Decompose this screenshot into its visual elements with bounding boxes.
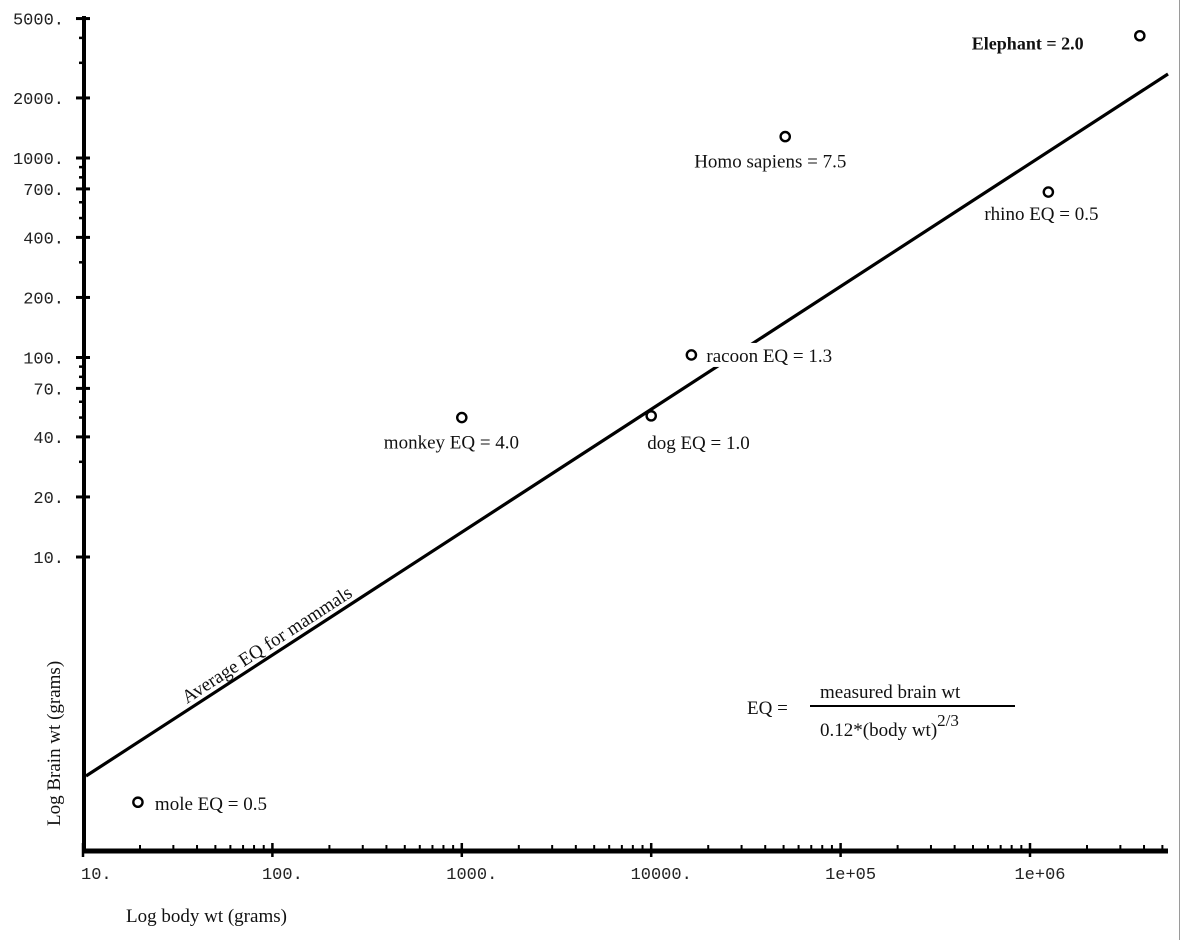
data-point-dog: dog EQ = 1.0 xyxy=(645,410,750,454)
x-tick-label: 1e+06 xyxy=(1014,866,1065,885)
x-tick-label: 1e+05 xyxy=(825,866,876,885)
open-circle-marker-icon xyxy=(645,410,658,422)
image-edge-border xyxy=(1179,0,1180,940)
data-point-label: Elephant = 2.0 xyxy=(972,34,1084,54)
data-point-label: dog EQ = 1.0 xyxy=(647,433,750,454)
open-circle-marker-icon xyxy=(1134,29,1146,42)
reference-line-label: Average EQ for mammals xyxy=(178,582,356,708)
y-tick-label: 20. xyxy=(33,490,64,509)
y-tick-label: 100. xyxy=(23,351,64,370)
data-points: mole EQ = 0.5 monkey EQ = 4.0 dog EQ = 1.0… xyxy=(132,29,1146,815)
data-point-elephant: Elephant = 2.0 xyxy=(972,29,1146,54)
y-tick-label: 400. xyxy=(23,230,64,249)
open-circle-marker-icon xyxy=(685,349,698,361)
average-eq-line xyxy=(85,72,1169,778)
y-tick-label: 10. xyxy=(33,550,64,569)
data-point-racoon: racoon EQ = 1.3 xyxy=(685,342,873,367)
y-tick-label: 200. xyxy=(23,290,64,309)
data-point-label: racoon EQ = 1.3 xyxy=(706,346,832,367)
x-tick-label: 10000. xyxy=(631,866,692,885)
eq-formula-denominator: 0.12*(body wt)2/3 xyxy=(820,711,959,741)
open-circle-marker-icon xyxy=(779,130,792,143)
x-axis-title: Log body wt (grams) xyxy=(126,906,287,927)
data-point-label: rhino EQ = 0.5 xyxy=(984,204,1098,225)
eq-formula-numerator: measured brain wt xyxy=(820,682,961,703)
open-circle-marker-icon xyxy=(132,796,144,809)
data-point-rhino: rhino EQ = 0.5 xyxy=(984,186,1099,225)
y-axis-title: Log Brain wt (grams) xyxy=(44,661,65,826)
data-point-homo-sapiens: Homo sapiens = 7.5 xyxy=(694,130,846,173)
average-eq-line-path xyxy=(85,72,1169,778)
x-axis-ticks: 10. 100. 1000. 10000. 1e+05 1e+06 xyxy=(81,843,1164,885)
y-tick-label: 5000. xyxy=(13,12,64,31)
open-circle-marker-icon xyxy=(455,411,468,424)
data-point-mole: mole EQ = 0.5 xyxy=(132,794,267,815)
data-point-monkey: monkey EQ = 4.0 xyxy=(384,411,519,454)
y-tick-label: 40. xyxy=(33,430,64,449)
label-knockout xyxy=(702,342,873,367)
y-tick-label: 2000. xyxy=(13,91,64,110)
y-tick-label: 70. xyxy=(33,381,64,400)
x-tick-label: 100. xyxy=(262,866,303,885)
open-circle-marker-icon xyxy=(1042,186,1055,198)
eq-formula-lhs: EQ = xyxy=(747,698,788,719)
y-tick-label: 700. xyxy=(23,182,64,201)
data-point-label: monkey EQ = 4.0 xyxy=(384,433,519,454)
eq-formula: EQ = measured brain wt 0.12*(body wt)2/3 xyxy=(747,682,1015,741)
y-tick-label: 1000. xyxy=(13,151,64,170)
x-tick-label: 10. xyxy=(81,866,112,885)
y-axis-ticks: 5000. 2000. 1000. 700. 400. 200. 100. 70. 40. 20.… xyxy=(13,12,90,569)
x-tick-label: 1000. xyxy=(446,866,497,885)
data-point-label: mole EQ = 0.5 xyxy=(155,794,267,815)
data-point-label: Homo sapiens = 7.5 xyxy=(694,152,846,173)
